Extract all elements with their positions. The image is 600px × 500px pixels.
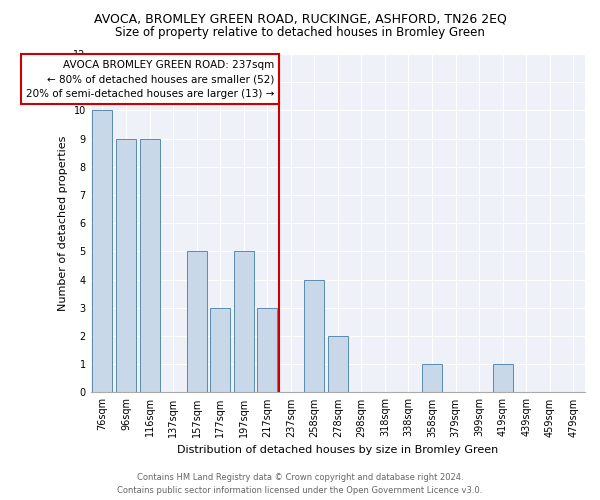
Bar bbox=[187, 252, 206, 392]
Text: AVOCA BROMLEY GREEN ROAD: 237sqm
← 80% of detached houses are smaller (52)
20% o: AVOCA BROMLEY GREEN ROAD: 237sqm ← 80% o… bbox=[26, 60, 274, 99]
Bar bbox=[210, 308, 230, 392]
Bar bbox=[328, 336, 348, 392]
Bar bbox=[233, 252, 254, 392]
Bar bbox=[116, 138, 136, 392]
Bar bbox=[92, 110, 112, 392]
Text: Size of property relative to detached houses in Bromley Green: Size of property relative to detached ho… bbox=[115, 26, 485, 39]
X-axis label: Distribution of detached houses by size in Bromley Green: Distribution of detached houses by size … bbox=[177, 445, 499, 455]
Bar bbox=[140, 138, 160, 392]
Bar bbox=[304, 280, 324, 392]
Bar bbox=[493, 364, 512, 392]
Bar bbox=[422, 364, 442, 392]
Text: AVOCA, BROMLEY GREEN ROAD, RUCKINGE, ASHFORD, TN26 2EQ: AVOCA, BROMLEY GREEN ROAD, RUCKINGE, ASH… bbox=[94, 12, 506, 26]
Bar bbox=[257, 308, 277, 392]
Y-axis label: Number of detached properties: Number of detached properties bbox=[58, 136, 68, 311]
Text: Contains HM Land Registry data © Crown copyright and database right 2024.
Contai: Contains HM Land Registry data © Crown c… bbox=[118, 474, 482, 495]
